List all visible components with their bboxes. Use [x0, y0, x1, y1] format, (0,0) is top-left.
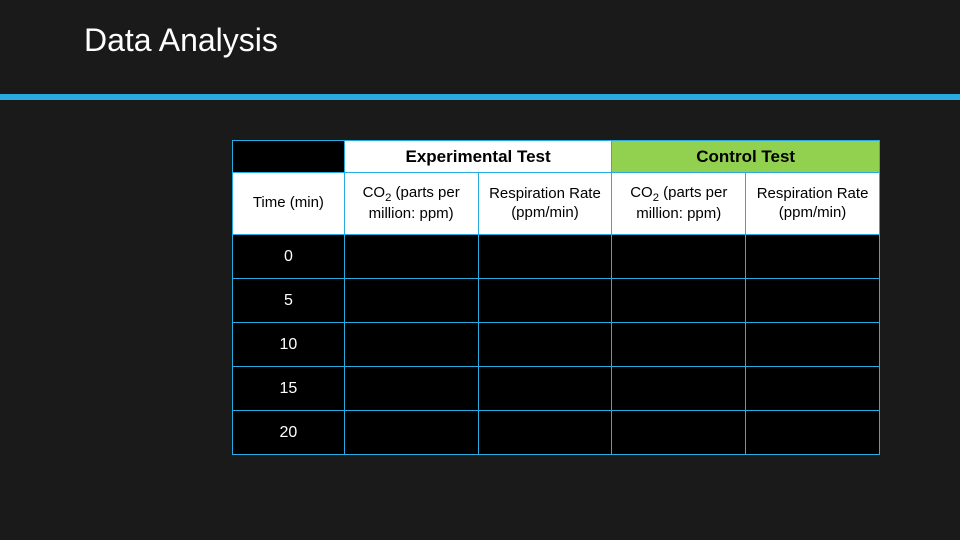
ctl-resp-cell: [746, 279, 880, 323]
exp-co2-cell: [344, 323, 478, 367]
exp-co2-cell: [344, 367, 478, 411]
title-divider: [0, 94, 960, 100]
ctl-resp-cell: [746, 411, 880, 455]
ctl-co2-cell: [612, 279, 746, 323]
time-cell: 5: [233, 279, 345, 323]
ctl-co2-cell: [612, 323, 746, 367]
exp-co2-cell: [344, 279, 478, 323]
exp-resp-cell: [478, 235, 612, 279]
exp-co2-cell: [344, 235, 478, 279]
exp-resp-cell: [478, 323, 612, 367]
data-table-container: Experimental Test Control Test Time (min…: [232, 140, 880, 455]
time-cell: 20: [233, 411, 345, 455]
table-row: 20: [233, 411, 880, 455]
time-cell: 15: [233, 367, 345, 411]
group-header-control: Control Test: [612, 141, 880, 173]
time-cell: 10: [233, 323, 345, 367]
ctl-resp-cell: [746, 235, 880, 279]
group-header-blank: [233, 141, 345, 173]
table-row: 5: [233, 279, 880, 323]
col-header-exp-resp: Respiration Rate (ppm/min): [478, 173, 612, 235]
slide: Data Analysis Experimental Test Control …: [0, 0, 960, 540]
col-header-exp-co2: CO2 (parts per million: ppm): [344, 173, 478, 235]
group-header-row: Experimental Test Control Test: [233, 141, 880, 173]
exp-co2-cell: [344, 411, 478, 455]
exp-resp-cell: [478, 279, 612, 323]
table-row: 15: [233, 367, 880, 411]
ctl-co2-cell: [612, 411, 746, 455]
group-header-experimental: Experimental Test: [344, 141, 612, 173]
table-row: 10: [233, 323, 880, 367]
ctl-co2-cell: [612, 367, 746, 411]
col-header-time: Time (min): [233, 173, 345, 235]
ctl-resp-cell: [746, 323, 880, 367]
slide-title: Data Analysis: [0, 0, 960, 59]
col-header-ctl-co2: CO2 (parts per million: ppm): [612, 173, 746, 235]
data-table: Experimental Test Control Test Time (min…: [232, 140, 880, 455]
ctl-co2-cell: [612, 235, 746, 279]
ctl-resp-cell: [746, 367, 880, 411]
col-header-ctl-resp: Respiration Rate (ppm/min): [746, 173, 880, 235]
time-cell: 0: [233, 235, 345, 279]
exp-resp-cell: [478, 411, 612, 455]
exp-resp-cell: [478, 367, 612, 411]
column-header-row: Time (min) CO2 (parts per million: ppm) …: [233, 173, 880, 235]
table-row: 0: [233, 235, 880, 279]
